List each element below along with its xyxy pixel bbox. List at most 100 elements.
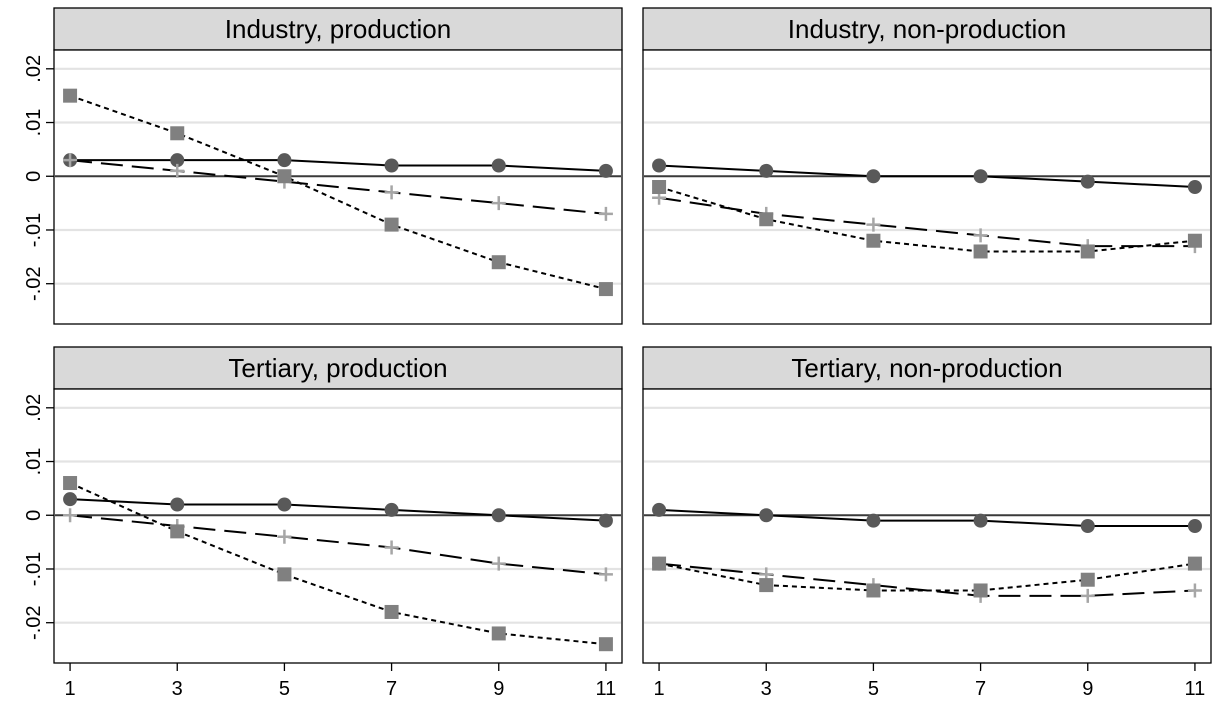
data-point-circle xyxy=(1187,180,1202,194)
data-point-circle xyxy=(759,163,774,178)
series-group xyxy=(652,502,1202,603)
series-line-square xyxy=(658,186,1196,253)
y-tick-label: .02 xyxy=(23,394,45,422)
series-line-square xyxy=(658,562,1196,592)
data-point-circle xyxy=(759,508,774,523)
data-point-square xyxy=(491,255,506,270)
data-point-square xyxy=(170,524,185,539)
series-line-square xyxy=(69,94,607,291)
data-point-circle xyxy=(866,169,881,184)
data-point-circle xyxy=(1080,174,1095,189)
x-tick-label: 7 xyxy=(386,678,397,700)
x-tick-label: 9 xyxy=(493,678,504,700)
panel-title: Tertiary, non-production xyxy=(791,353,1062,383)
x-tick-label: 1 xyxy=(654,678,665,700)
series-line-plus xyxy=(69,159,607,215)
panel-tertiary-production: Tertiary, production xyxy=(53,346,623,664)
x-tick-label: 3 xyxy=(172,678,183,700)
data-point-circle xyxy=(170,497,185,512)
data-point-circle xyxy=(598,513,613,528)
series-line-circle xyxy=(659,508,1195,527)
data-point-circle xyxy=(277,497,292,512)
x-tick-label: 7 xyxy=(975,678,986,700)
data-point-plus xyxy=(598,567,613,582)
data-point-circle xyxy=(491,158,506,173)
series-line-circle xyxy=(659,164,1195,188)
data-point-plus xyxy=(384,185,399,200)
data-point-plus xyxy=(598,206,613,221)
x-tick-label: 5 xyxy=(868,678,879,700)
data-point-square xyxy=(1080,244,1095,259)
data-point-plus xyxy=(973,228,988,243)
x-tick-label: 11 xyxy=(596,678,617,700)
data-point-square xyxy=(759,212,774,227)
gridlines xyxy=(644,406,1210,624)
data-point-plus xyxy=(384,540,399,555)
panel-tertiary-non-production: Tertiary, non-production xyxy=(642,346,1212,664)
panel-industry-production: Industry, production xyxy=(53,7,623,325)
data-point-square xyxy=(384,217,399,232)
panel-title-strip xyxy=(53,346,623,390)
y-tick-label: .02 xyxy=(23,55,45,83)
y-tick-label: .01 xyxy=(23,448,45,476)
data-point-plus xyxy=(63,153,78,168)
x-tick-label: 3 xyxy=(761,678,772,700)
data-point-square xyxy=(63,88,78,103)
y-tick-label: 0 xyxy=(23,171,45,182)
plot-area-frame xyxy=(53,388,623,664)
plot-area-frame xyxy=(642,49,1212,325)
data-point-square xyxy=(1187,556,1202,571)
data-point-square xyxy=(866,583,881,598)
data-point-circle xyxy=(277,153,292,168)
data-point-circle xyxy=(1080,519,1095,533)
data-point-circle xyxy=(1187,519,1202,533)
data-point-square xyxy=(652,180,667,194)
data-point-square xyxy=(170,126,185,141)
x-tick-label: 1 xyxy=(65,678,76,700)
data-point-square xyxy=(866,233,881,248)
data-point-circle xyxy=(652,158,667,173)
data-point-circle xyxy=(170,153,185,168)
panel-title: Tertiary, production xyxy=(228,353,447,383)
data-point-circle xyxy=(973,169,988,184)
data-point-square xyxy=(63,476,78,491)
x-tick-label: 9 xyxy=(1082,678,1093,700)
data-point-circle xyxy=(491,508,506,523)
data-point-square xyxy=(491,626,506,641)
data-point-square xyxy=(277,169,292,184)
data-point-square xyxy=(598,637,613,652)
x-tick-label: 11 xyxy=(1185,678,1206,700)
data-point-plus xyxy=(866,217,881,232)
data-point-circle xyxy=(973,513,988,528)
data-point-circle xyxy=(384,158,399,173)
data-point-square xyxy=(759,578,774,593)
data-point-plus xyxy=(277,529,292,544)
x-tick-label: 5 xyxy=(279,678,290,700)
data-point-square xyxy=(598,282,613,297)
data-point-square xyxy=(1080,572,1095,587)
y-tick-label: -.01 xyxy=(23,213,45,247)
series-group xyxy=(63,476,613,652)
data-point-plus xyxy=(63,508,78,523)
data-point-square xyxy=(652,556,667,571)
panel-title: Industry, production xyxy=(225,14,451,44)
x-axis-right-column: 1 3 5 7 9 11 xyxy=(654,663,1206,700)
data-point-circle xyxy=(652,502,667,517)
y-tick-label: .01 xyxy=(23,109,45,137)
data-point-square xyxy=(973,244,988,259)
series-group xyxy=(63,88,613,297)
data-point-circle xyxy=(866,513,881,528)
data-point-plus xyxy=(1080,588,1095,603)
series-line-circle xyxy=(70,159,606,172)
data-point-plus xyxy=(170,163,185,178)
y-axis-bottom-row: -.02 -.01 0 .01 .02 xyxy=(23,394,54,640)
panel-title-strip xyxy=(642,7,1212,51)
y-tick-label: -.01 xyxy=(23,552,45,586)
series-group xyxy=(652,158,1202,259)
y-tick-label: -.02 xyxy=(23,266,45,300)
series-line-circle xyxy=(70,498,606,522)
panel-title: Industry, non-production xyxy=(788,14,1066,44)
data-point-circle xyxy=(63,492,78,507)
series-line-plus xyxy=(658,196,1195,248)
